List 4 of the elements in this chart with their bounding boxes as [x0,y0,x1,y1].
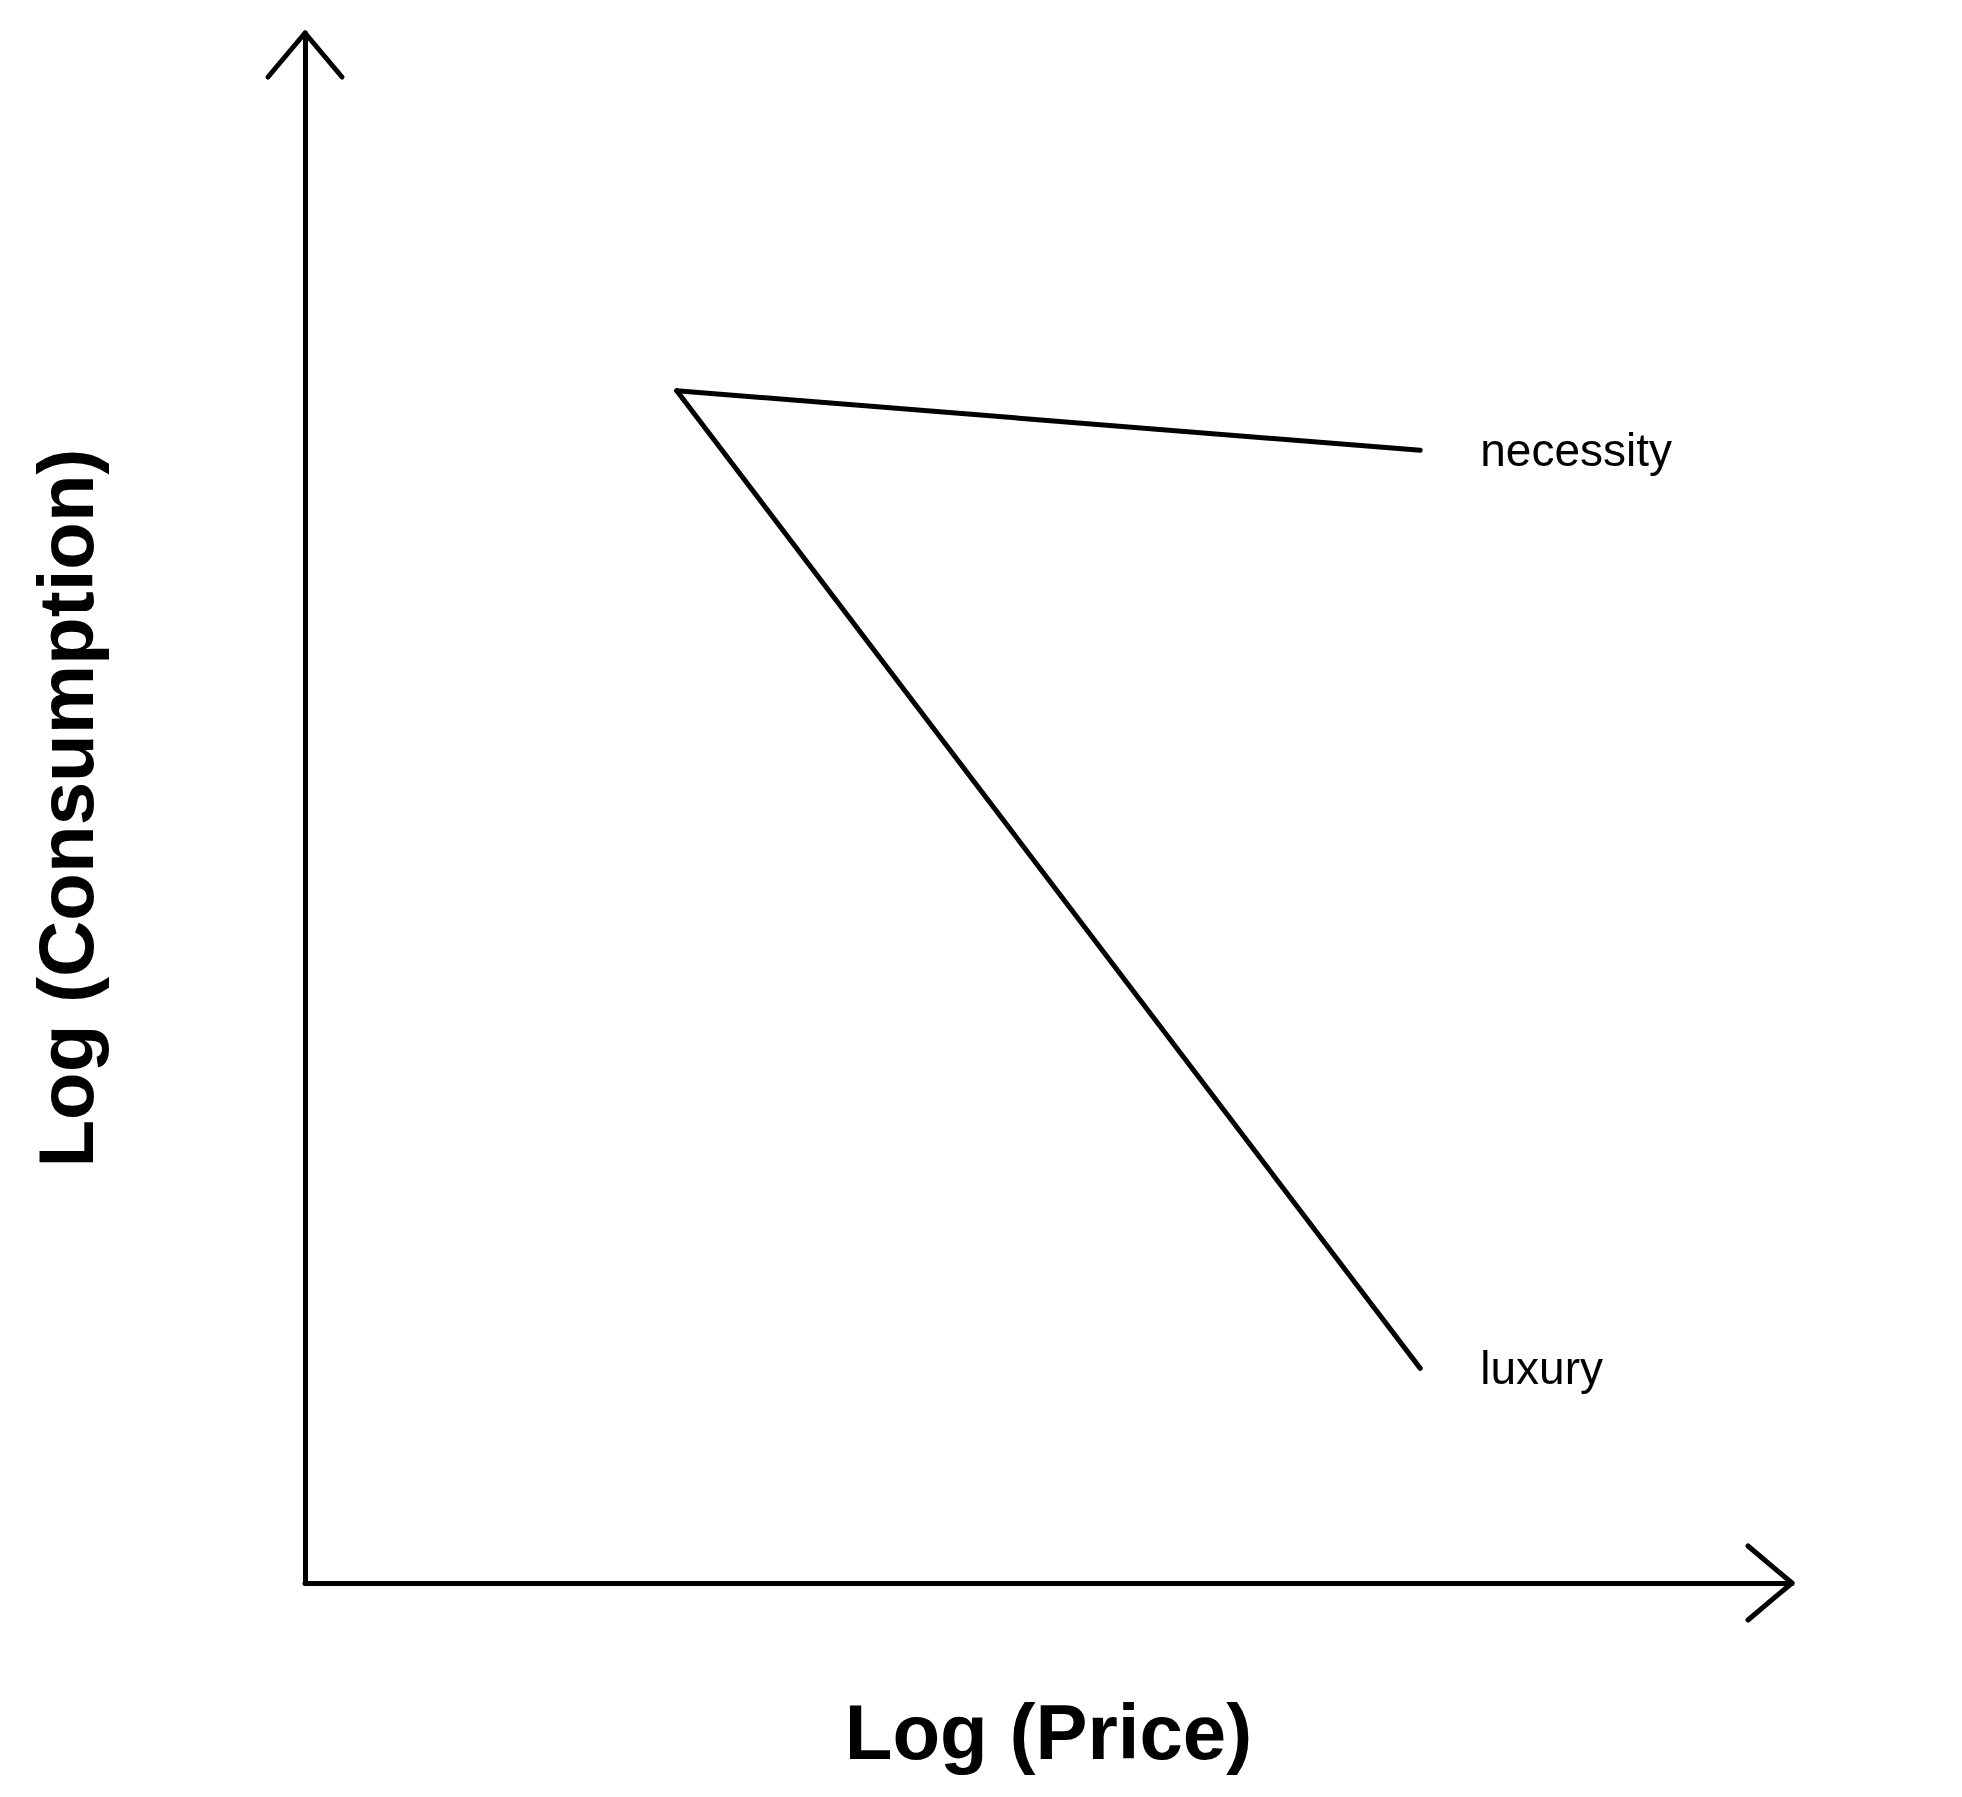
y-axis-title: Log (Consumption) [22,448,110,1168]
series-label: luxury [1480,1342,1603,1395]
series-label: necessity [1480,424,1672,477]
x-axis-title: Log (Price) [844,1688,1253,1776]
